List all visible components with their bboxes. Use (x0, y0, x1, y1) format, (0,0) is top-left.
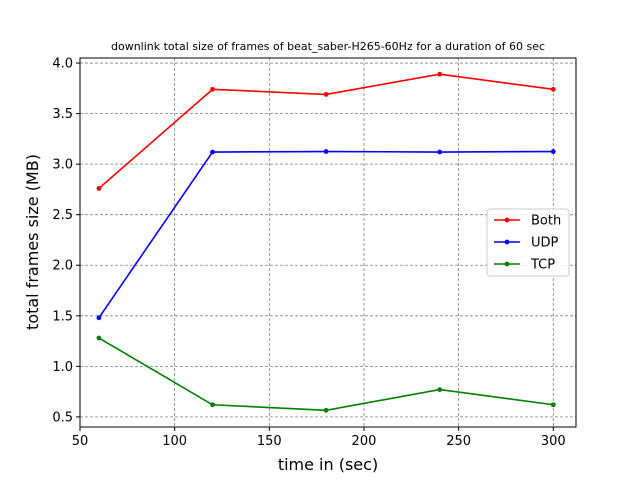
plot-frame (79, 57, 577, 428)
grid (79, 58, 576, 427)
x-tick-label: 200 (352, 434, 377, 449)
series-line-tcp (98, 337, 554, 412)
legend-label-both: Both (531, 214, 561, 229)
legend-marker-both (504, 217, 510, 223)
data-point-udp (323, 149, 329, 154)
x-tick-label: 100 (162, 434, 187, 449)
data-point-both (437, 71, 443, 77)
y-tick-label: 2.0 (52, 259, 73, 274)
y-tick-label: 0.5 (52, 410, 73, 425)
data-point-tcp (96, 335, 102, 341)
data-point-udp (96, 315, 102, 321)
legend-marker-udp (504, 239, 510, 245)
x-tick-label: 50 (72, 434, 89, 449)
legend: Both UDP TCP (486, 208, 570, 277)
y-tick-label: 3.5 (52, 107, 73, 122)
data-point-tcp (210, 402, 215, 408)
data-point-both (550, 86, 556, 92)
data-point-udp (437, 149, 443, 155)
y-tick-label: 2.5 (52, 208, 73, 223)
data-point-tcp (323, 407, 329, 413)
x-tick-label: 250 (446, 434, 471, 449)
y-tick-label: 3.0 (52, 158, 73, 173)
series-line-both (98, 73, 554, 190)
series-line-udp (98, 150, 554, 319)
x-tick-label: 150 (257, 434, 282, 449)
legend-marker-tcp (504, 261, 510, 267)
data-point-both (323, 91, 329, 97)
y-tick-label: 1.5 (52, 309, 73, 324)
data-point-tcp (437, 387, 443, 392)
x-tick-label: 300 (541, 434, 566, 449)
y-tick-label: 1.0 (52, 360, 73, 375)
y-axis-label: total frames size (MB) (23, 154, 42, 330)
legend-label-tcp: TCP (530, 258, 555, 273)
x-axis-label: time in (sec) (278, 455, 378, 474)
chart-title: downlink total size of frames of beat_sa… (111, 40, 545, 53)
data-point-both (210, 86, 215, 92)
series-group (96, 71, 556, 413)
data-point-both (96, 186, 102, 191)
legend-label-udp: UDP (531, 236, 559, 251)
ticks: 50 100 150 200 250 300 0.5 1.0 1.5 2.0 2.5 3.0 3.5 4.… (52, 57, 565, 449)
data-point-tcp (550, 402, 556, 408)
y-tick-label: 4.0 (52, 57, 73, 72)
data-point-udp (550, 149, 556, 154)
data-point-udp (210, 149, 215, 155)
legend-box (486, 208, 570, 277)
